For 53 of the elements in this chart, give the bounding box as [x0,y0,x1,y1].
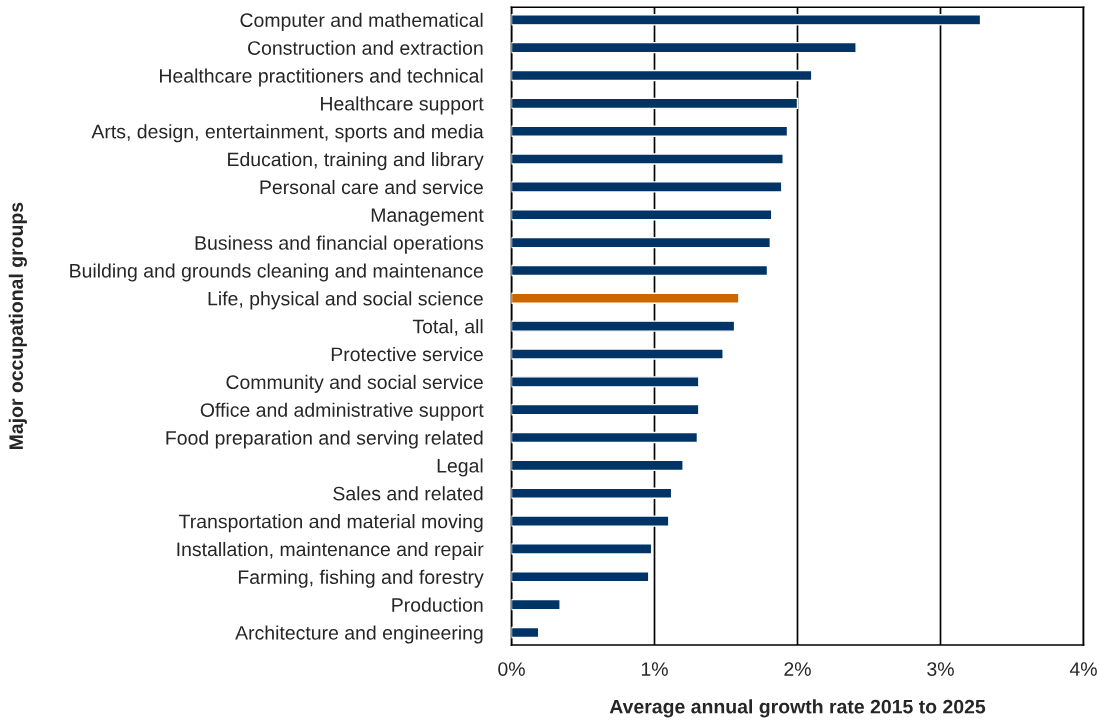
y-axis-title: Major occupational groups [8,202,27,450]
y-tick-label: Business and financial operations [195,235,484,254]
y-tick-label: Personal care and service [260,179,483,195]
y-tick-label: Office and administrative support [200,402,484,421]
bar [511,125,789,137]
y-tick-label: Computer and mathematical [240,12,483,31]
y-tick-label: Total, all [412,319,483,336]
bar [511,598,561,611]
x-tick-label: 1% [641,662,668,676]
bar [511,459,684,472]
y-tick-label: Protective service [331,346,483,362]
y-tick-label: Education, training and library [228,152,484,171]
bar [511,14,982,26]
y-tick-label: Food preparation and serving related [166,430,483,449]
bar [511,153,784,165]
y-tick-label: Sales and related [333,486,483,501]
bar [511,487,673,499]
bar [511,515,670,527]
y-tick-label: Arts, design, entertainment, sports and media [91,124,484,143]
bar [511,348,724,360]
x-tick-label: 0% [498,662,525,676]
y-tick-label: Construction and extraction [248,40,483,55]
bar [511,236,772,249]
y-tick-label: Legal [437,458,483,477]
y-tick-label: Life, physical and social science [208,291,483,310]
x-tick-label: 4% [1069,662,1097,676]
y-tick-label: Production [392,597,483,612]
x-tick-label: 2% [784,662,811,676]
y-tick-label: Healthcare practitioners and technical [160,68,483,87]
bar [511,431,699,444]
bar [511,320,736,332]
bar [511,264,769,277]
y-tick-label: Farming, fishing and forestry [238,569,484,588]
bar [511,376,700,388]
x-axis-title: Average annual growth rate 2015 to 2025 [609,699,986,718]
y-tick-label: Transportation and material moving [179,514,483,533]
y-tick-label: Management [371,208,484,226]
y-tick-label: Architecture and engineering [235,625,483,644]
bar [511,403,700,416]
bar [511,69,813,82]
y-tick-label: Community and social service [226,374,483,393]
y-tick-label: Installation, maintenance and repair [177,541,484,561]
bar [511,292,740,305]
bar [511,97,799,110]
bar [511,543,653,555]
y-tick-label: Building and grounds cleaning and maintenance [70,263,483,282]
bar [511,626,540,639]
bar [511,41,857,54]
y-tick-label: Healthcare support [321,96,484,115]
bar [511,181,783,193]
bar [511,571,650,583]
x-tick-label: 3% [927,662,954,676]
bar [511,209,773,221]
